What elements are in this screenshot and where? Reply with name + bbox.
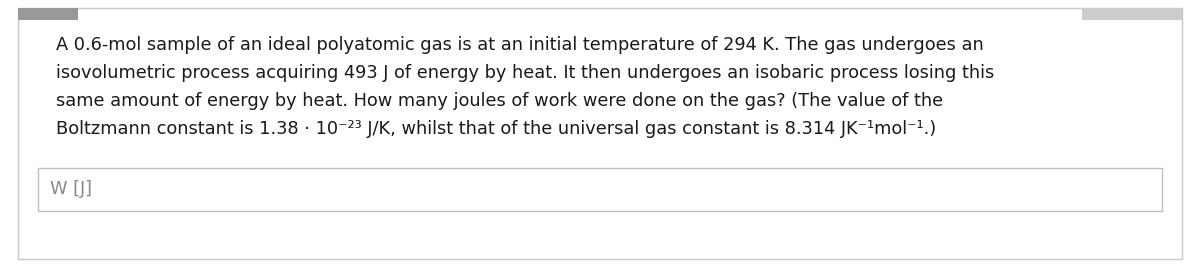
Bar [18,8,78,20]
Text: same amount of energy by heat. How many joules of work were done on the gas? (Th: same amount of energy by heat. How many … [56,92,943,110]
Text: Boltzmann constant is 1.38 · 10⁻²³ J/K, whilst that of the universal gas constan: Boltzmann constant is 1.38 · 10⁻²³ J/K, … [56,120,936,138]
Bar [1082,8,1182,20]
Bar [38,168,1162,211]
Text: A 0.6-mol sample of an ideal polyatomic gas is at an initial temperature of 294 : A 0.6-mol sample of an ideal polyatomic … [56,36,984,54]
Text: W [J]: W [J] [50,180,92,198]
Text: isovolumetric process acquiring 493 J of energy by heat. It then undergoes an is: isovolumetric process acquiring 493 J of… [56,64,995,82]
